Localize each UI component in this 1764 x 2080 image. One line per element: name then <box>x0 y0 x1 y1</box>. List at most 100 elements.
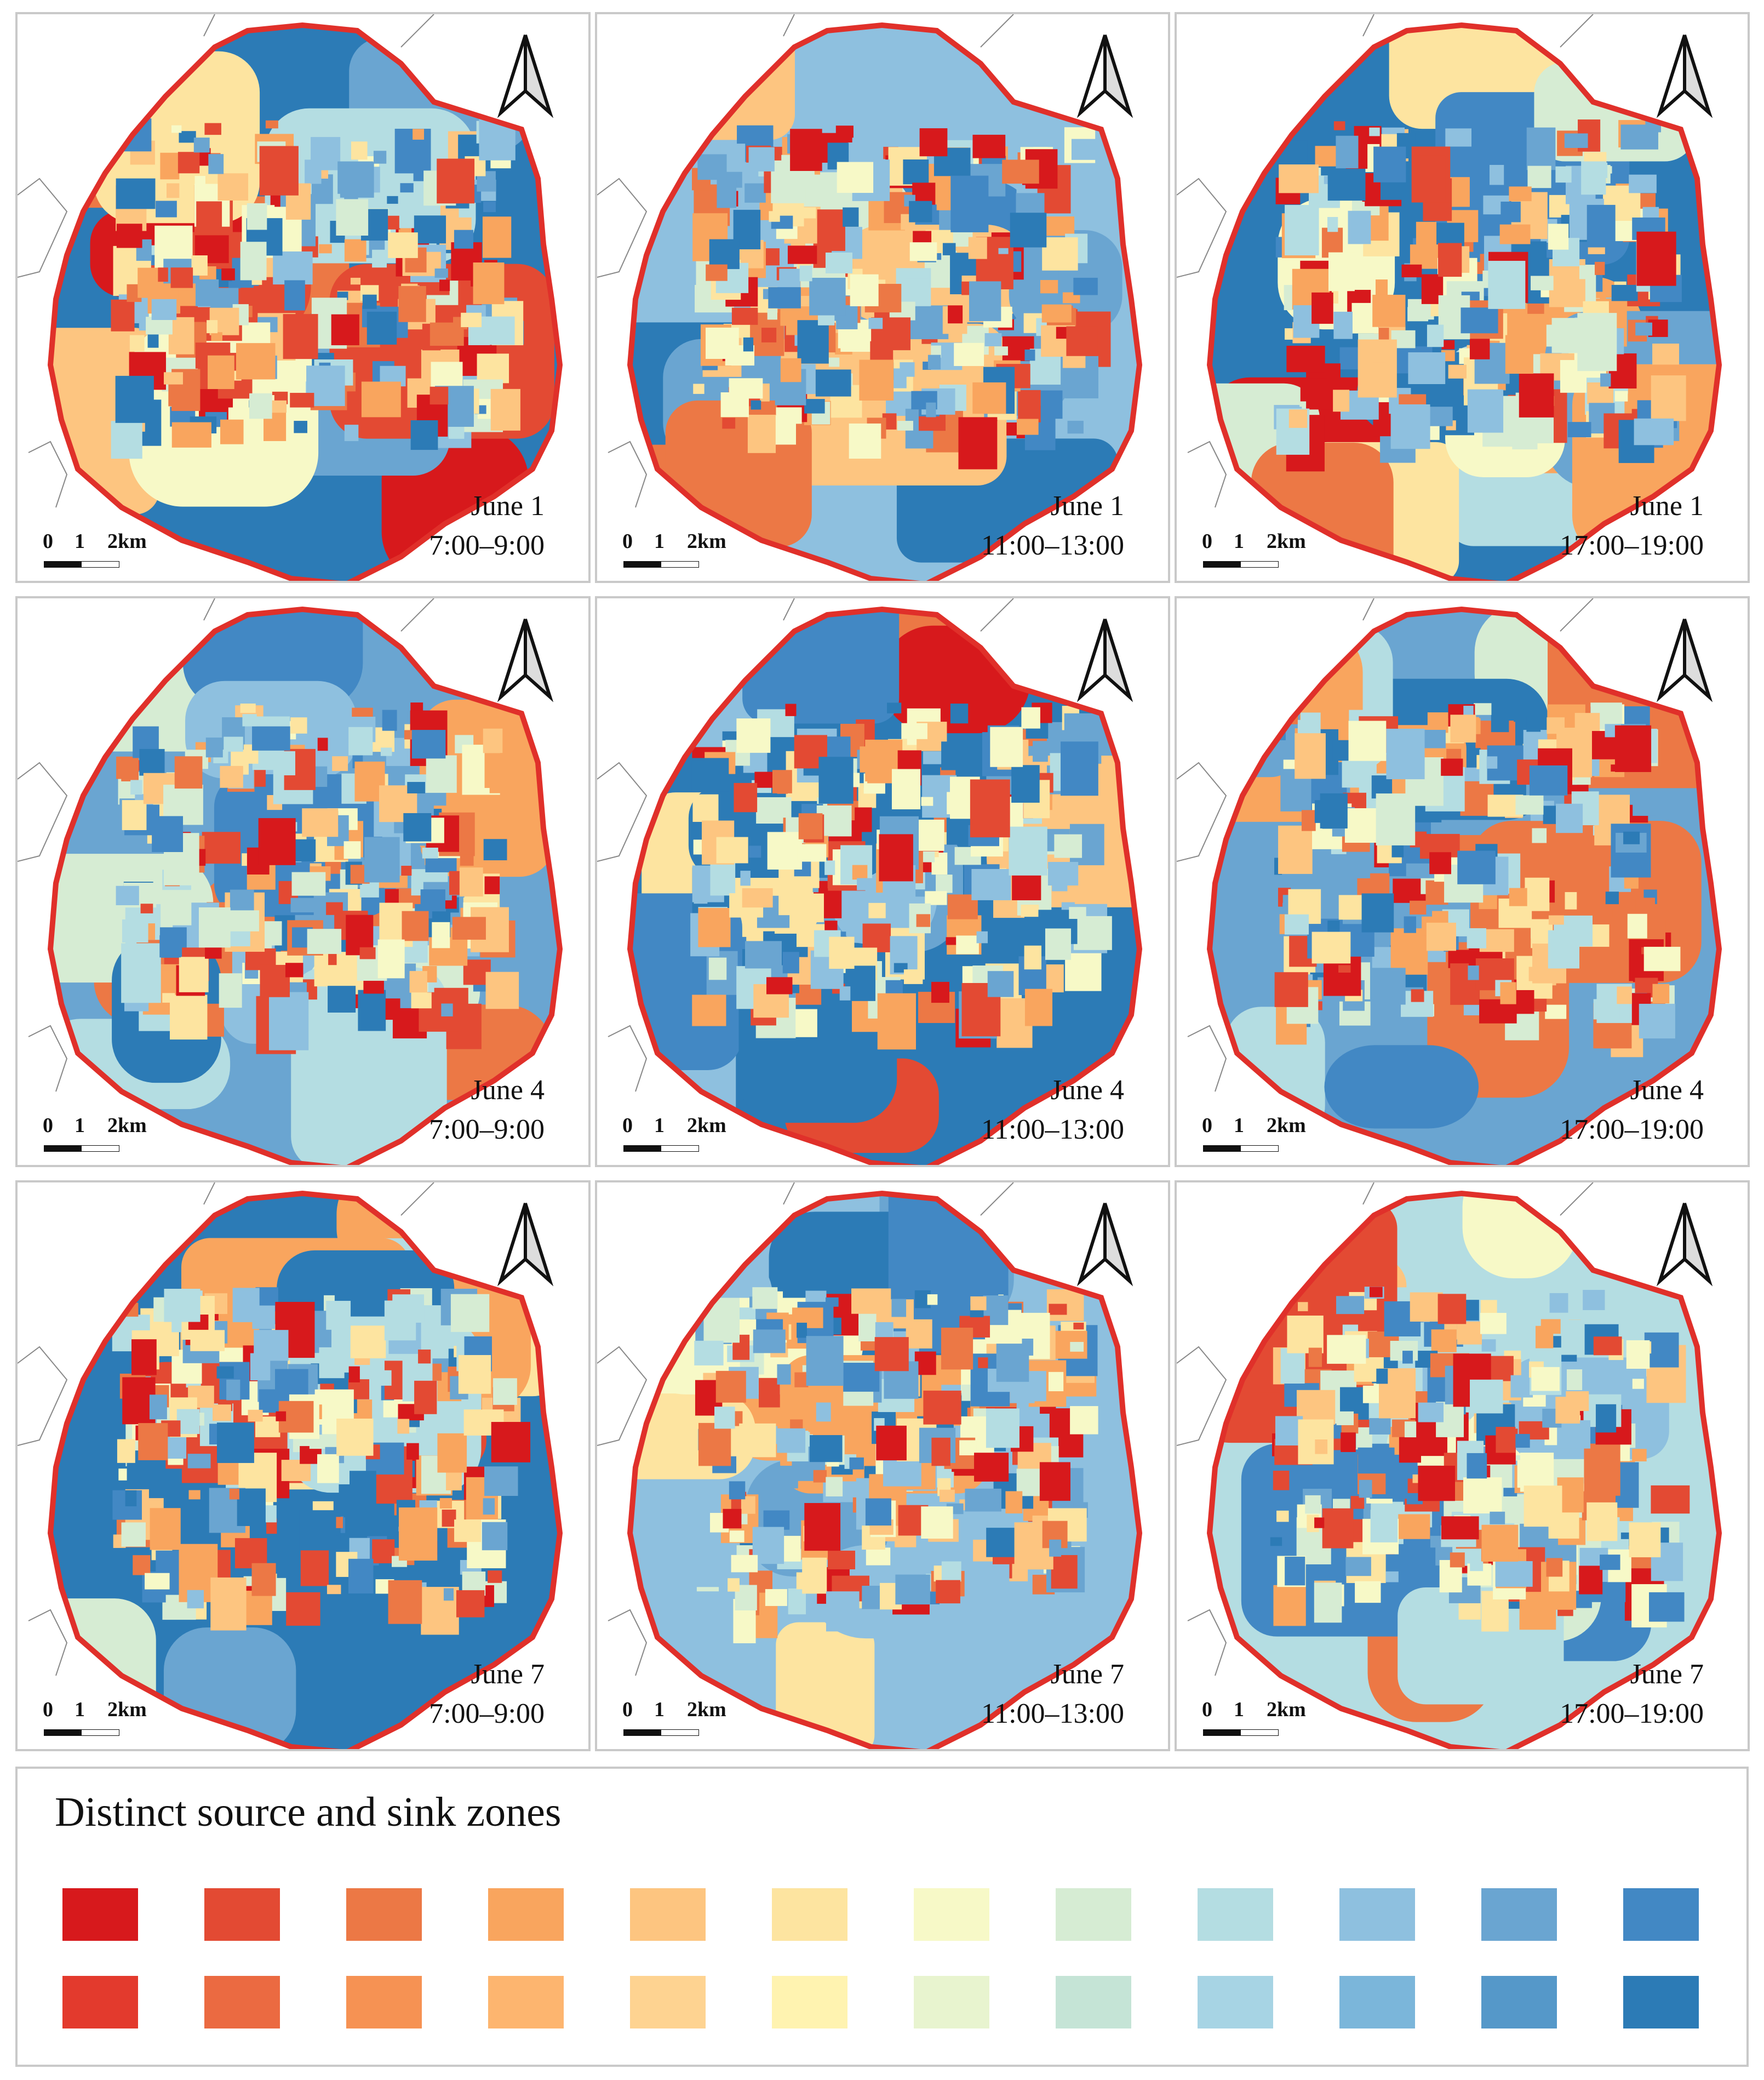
zone <box>150 1508 181 1550</box>
zone <box>817 315 835 325</box>
zone <box>956 935 979 955</box>
zone <box>1410 1292 1443 1322</box>
zone <box>111 421 142 459</box>
zone <box>729 1530 744 1542</box>
panel-time-window: 17:00–19:00 <box>1560 1698 1704 1729</box>
context-boundary-lines <box>18 1182 434 1676</box>
zone <box>1520 1453 1554 1492</box>
north-arrow-icon <box>1076 35 1133 118</box>
zone <box>1632 1379 1644 1389</box>
scale-tick-1: 1 <box>654 1698 665 1721</box>
map-panel: June 1 7:00–9:00 0 1 2km <box>15 12 591 583</box>
zone <box>787 245 817 264</box>
zone <box>1593 999 1620 1020</box>
zone <box>866 1547 891 1565</box>
zone <box>927 355 941 370</box>
zone <box>245 1591 272 1625</box>
zone <box>176 1409 200 1435</box>
zone <box>220 765 243 788</box>
zone <box>191 255 208 276</box>
city-boundary <box>1206 1190 1722 1749</box>
zone <box>418 1349 431 1364</box>
zone-map <box>1177 598 1722 1165</box>
zone <box>348 1366 360 1382</box>
scale-tick-0: 0 <box>1202 530 1212 553</box>
scale-segment-white <box>81 561 119 568</box>
zone <box>490 388 520 431</box>
zone <box>1611 284 1638 301</box>
zone <box>1441 1516 1479 1540</box>
city-boundary <box>47 22 563 581</box>
zone <box>1411 989 1424 1002</box>
zone <box>402 911 429 941</box>
scale-tick-1: 1 <box>75 1114 85 1137</box>
zone <box>1276 1510 1289 1522</box>
zone <box>1279 164 1319 193</box>
zone <box>1462 1193 1578 1278</box>
zone <box>954 342 984 366</box>
zone <box>1012 874 1041 900</box>
panel-date: June 7 <box>1630 1659 1704 1690</box>
panel-time-window: 11:00–13:00 <box>981 530 1124 561</box>
zone <box>887 702 902 713</box>
zone <box>1336 135 1359 169</box>
zone <box>731 307 758 325</box>
zone <box>460 854 474 866</box>
zone <box>483 202 496 213</box>
zone <box>163 372 183 385</box>
zone <box>249 393 272 419</box>
zone <box>1617 986 1632 1004</box>
zone <box>139 748 165 776</box>
zone <box>123 123 134 131</box>
scale-tick-0: 0 <box>622 1114 633 1137</box>
legend-swatch <box>1056 1888 1131 1941</box>
scale-tick-0: 0 <box>1202 1114 1212 1137</box>
zone <box>1298 1464 1318 1489</box>
zone <box>1314 1517 1325 1528</box>
zone <box>1587 204 1616 248</box>
zone <box>116 224 142 248</box>
zone <box>987 971 1014 997</box>
zone <box>1401 264 1422 278</box>
scale-tick-2km: 2km <box>107 530 147 553</box>
zone <box>971 868 1011 900</box>
zone <box>1322 1508 1354 1548</box>
panel-time-window: 17:00–19:00 <box>1560 1114 1704 1145</box>
zone <box>818 757 854 804</box>
zone <box>434 268 448 278</box>
zone <box>258 818 296 865</box>
zone <box>1398 1514 1430 1539</box>
legend-swatch <box>630 1976 706 2028</box>
zone <box>179 131 196 143</box>
zone <box>903 159 929 185</box>
scale-bar: 0 1 2km <box>38 1698 181 1741</box>
zone <box>1408 352 1446 385</box>
scale-tick-0: 0 <box>1202 1698 1212 1721</box>
zone <box>129 335 145 352</box>
zone <box>400 183 414 193</box>
zone <box>1311 932 1351 964</box>
zone <box>1385 1571 1399 1582</box>
zone <box>799 265 812 282</box>
zone <box>179 957 209 992</box>
zone <box>140 904 153 913</box>
zone <box>385 998 400 1020</box>
zone <box>903 969 923 984</box>
zone <box>936 875 953 893</box>
zone <box>441 1003 453 1016</box>
zone <box>268 992 309 1050</box>
scale-bar: 0 1 2km <box>38 529 181 573</box>
zone <box>1635 898 1656 913</box>
scale-tick-0: 0 <box>43 1114 53 1137</box>
zone <box>1066 326 1098 356</box>
zone <box>849 423 881 459</box>
zone-map <box>597 1182 1143 1749</box>
zone <box>729 1481 746 1500</box>
zone <box>482 1522 508 1551</box>
zone <box>1021 707 1040 729</box>
zone <box>1022 1338 1034 1356</box>
zone <box>1042 237 1078 271</box>
zone <box>939 1489 955 1502</box>
scale-tick-1: 1 <box>1234 530 1244 553</box>
legend-swatch <box>62 1888 138 1941</box>
